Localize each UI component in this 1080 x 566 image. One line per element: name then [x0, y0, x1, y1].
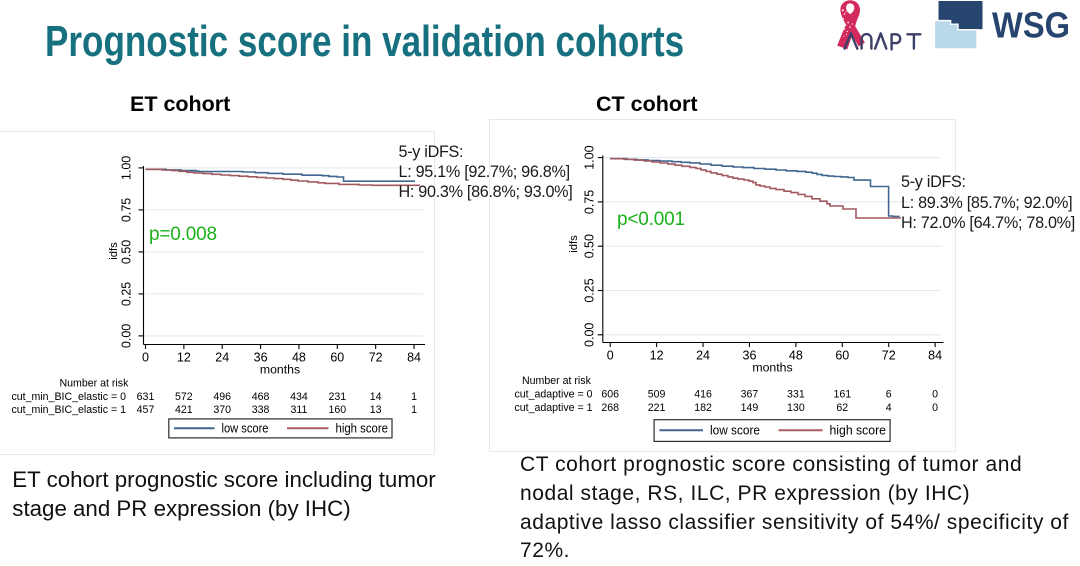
svg-text:84: 84 — [407, 351, 421, 365]
svg-text:338: 338 — [252, 404, 270, 416]
svg-text:161: 161 — [833, 389, 851, 401]
svg-text:60: 60 — [330, 351, 344, 365]
svg-text:182: 182 — [694, 402, 712, 414]
svg-text:24: 24 — [696, 349, 710, 363]
svg-text:370: 370 — [213, 404, 231, 416]
svg-text:72: 72 — [369, 351, 383, 365]
svg-text:months: months — [752, 361, 792, 375]
svg-text:48: 48 — [292, 351, 306, 365]
svg-text:cut_adaptive = 1: cut_adaptive = 1 — [514, 402, 592, 414]
svg-text:1: 1 — [411, 391, 417, 403]
svg-text:high score: high score — [336, 422, 389, 436]
svg-text:13: 13 — [370, 404, 382, 416]
svg-text:509: 509 — [648, 389, 666, 401]
svg-text:36: 36 — [743, 349, 757, 363]
svg-text:331: 331 — [787, 389, 805, 401]
svg-text:60: 60 — [835, 349, 849, 363]
svg-text:572: 572 — [175, 391, 193, 403]
svg-text:0: 0 — [142, 351, 149, 365]
svg-text:496: 496 — [213, 391, 231, 403]
svg-text:low score: low score — [710, 424, 760, 438]
svg-text:idfs: idfs — [108, 242, 120, 260]
svg-text:421: 421 — [175, 404, 193, 416]
svg-text:0.75: 0.75 — [582, 190, 596, 214]
svg-text:0.50: 0.50 — [582, 234, 596, 258]
svg-text:Number at risk: Number at risk — [522, 375, 592, 387]
svg-text:221: 221 — [648, 402, 666, 414]
svg-text:416: 416 — [694, 389, 712, 401]
svg-text:low score: low score — [222, 422, 269, 436]
svg-text:6: 6 — [886, 389, 892, 401]
svg-text:months: months — [260, 363, 300, 377]
svg-text:0: 0 — [932, 389, 938, 401]
svg-text:268: 268 — [601, 402, 619, 414]
svg-text:24: 24 — [215, 351, 229, 365]
svg-text:0.00: 0.00 — [582, 323, 596, 347]
svg-text:Number at risk: Number at risk — [60, 378, 130, 390]
svg-text:WSG: WSG — [992, 5, 1070, 46]
svg-text:0.25: 0.25 — [119, 282, 133, 306]
svg-text:14: 14 — [370, 391, 382, 403]
svg-text:0: 0 — [932, 402, 938, 414]
svg-text:231: 231 — [328, 391, 346, 403]
svg-text:1.00: 1.00 — [119, 156, 133, 180]
svg-text:468: 468 — [252, 391, 270, 403]
svg-text:367: 367 — [741, 389, 759, 401]
svg-text:cut_min_BIC_elastic = 0: cut_min_BIC_elastic = 0 — [11, 391, 126, 403]
svg-text:160: 160 — [328, 404, 346, 416]
svg-text:631: 631 — [137, 391, 155, 403]
svg-text:idfs: idfs — [568, 235, 580, 253]
svg-text:4: 4 — [886, 402, 892, 414]
svg-text:0.75: 0.75 — [119, 198, 133, 222]
svg-text:606: 606 — [601, 389, 619, 401]
svg-text:cut_adaptive = 0: cut_adaptive = 0 — [514, 389, 592, 401]
svg-text:72: 72 — [882, 349, 896, 363]
svg-text:36: 36 — [254, 351, 268, 365]
svg-text:12: 12 — [177, 351, 191, 365]
svg-text:cut_min_BIC_elastic = 1: cut_min_BIC_elastic = 1 — [11, 404, 126, 416]
svg-text:48: 48 — [789, 349, 803, 363]
svg-text:0.25: 0.25 — [582, 278, 596, 302]
svg-text:84: 84 — [928, 349, 942, 363]
svg-text:0.50: 0.50 — [119, 240, 133, 264]
svg-text:1.00: 1.00 — [582, 145, 596, 169]
svg-text:457: 457 — [137, 404, 155, 416]
svg-text:149: 149 — [741, 402, 759, 414]
svg-text:130: 130 — [787, 402, 805, 414]
svg-text:434: 434 — [290, 391, 308, 403]
svg-text:0: 0 — [607, 349, 614, 363]
svg-text:1: 1 — [411, 404, 417, 416]
svg-text:12: 12 — [650, 349, 664, 363]
svg-text:high score: high score — [830, 424, 887, 438]
svg-text:311: 311 — [290, 404, 307, 416]
svg-text:62: 62 — [836, 402, 848, 414]
svg-text:0.00: 0.00 — [119, 324, 133, 348]
